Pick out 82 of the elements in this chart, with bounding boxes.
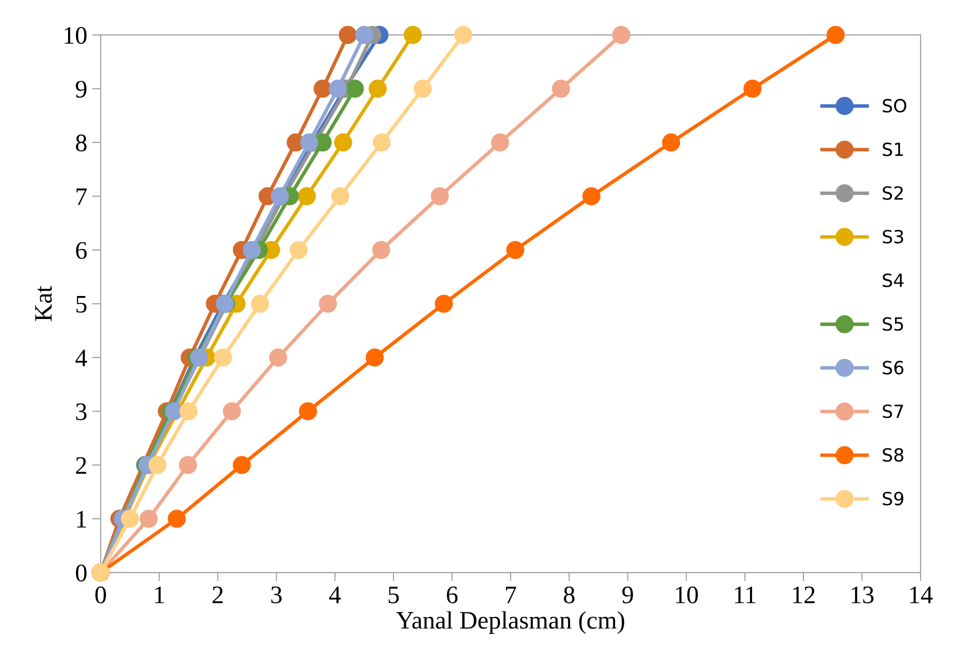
y-tick-label: 4	[75, 350, 88, 366]
point	[454, 26, 472, 44]
y-axis-title: Kat	[35, 286, 52, 322]
y-tick-label: 6	[76, 242, 87, 259]
point	[190, 348, 208, 367]
point	[368, 80, 387, 98]
y-tick-label: 9	[76, 80, 86, 98]
point	[612, 26, 630, 44]
point	[366, 348, 384, 367]
point	[179, 402, 198, 420]
x-tick-label: 7	[506, 586, 516, 604]
point	[232, 456, 251, 474]
point	[178, 456, 197, 474]
x-tick-label: 9	[622, 586, 633, 604]
point	[552, 80, 570, 98]
x-tick-label: 3	[271, 586, 282, 604]
x-tick-label: 13	[852, 586, 874, 604]
y-tick-label: 1	[77, 510, 86, 528]
text: S4	[882, 274, 904, 288]
y-tick-label: 10	[64, 26, 87, 44]
point	[270, 187, 289, 206]
y-tick-label: 3	[76, 403, 86, 420]
point	[290, 240, 308, 260]
legend-label: SO	[882, 98, 906, 113]
point	[148, 456, 167, 474]
point	[491, 133, 510, 152]
point	[430, 187, 449, 206]
y-tick-label: 0	[76, 564, 87, 582]
x-tick-label: 6	[446, 586, 458, 604]
x-tick-label: 4	[329, 586, 341, 604]
point	[404, 26, 422, 44]
point	[826, 26, 845, 44]
x-tick-label: 1	[155, 586, 164, 604]
point	[338, 26, 357, 44]
legend-label: S2	[882, 186, 903, 200]
x-axis-title: Yanal Deplasman (cm)	[396, 611, 624, 634]
y-tick-label: 2	[76, 457, 86, 474]
x-tick-label: 2	[212, 586, 223, 604]
point	[242, 240, 261, 260]
legend-label: S6	[882, 360, 904, 374]
x-tick-label: 5	[388, 586, 399, 604]
y-tick-label: 8	[76, 134, 87, 152]
point	[314, 80, 332, 98]
x-tick-label: 0	[95, 586, 106, 604]
legend-label: S7	[882, 404, 904, 418]
x-tick-label: 10	[676, 586, 698, 604]
point	[582, 187, 600, 206]
point	[334, 133, 352, 152]
point	[372, 133, 391, 152]
point	[743, 80, 762, 98]
point	[120, 510, 139, 528]
legend-label: S1	[882, 142, 903, 156]
point	[269, 348, 288, 367]
point	[250, 294, 269, 313]
legend-label: S5	[882, 317, 903, 331]
y-tick-label: 7	[76, 188, 87, 205]
y-tick-label: 5	[76, 296, 86, 313]
point	[662, 133, 680, 152]
legend-label: S9	[882, 492, 904, 506]
point	[318, 294, 337, 313]
x-tick-label: 8	[564, 586, 574, 604]
point	[328, 80, 347, 98]
point	[346, 80, 364, 98]
x-tick-label: 14	[910, 586, 933, 604]
point	[434, 294, 453, 313]
point	[372, 240, 390, 260]
point	[331, 187, 350, 206]
x-tick-label: 12	[793, 586, 815, 604]
point	[506, 240, 524, 260]
point	[355, 26, 374, 44]
point	[168, 510, 186, 528]
point	[298, 187, 316, 206]
legend-label: S8	[882, 448, 904, 462]
point	[414, 80, 432, 98]
point	[214, 348, 232, 367]
x-tick-label: 11	[735, 586, 756, 604]
point	[222, 402, 241, 420]
point	[140, 510, 158, 528]
point	[164, 402, 183, 420]
point	[300, 133, 318, 152]
legend-label: S3	[882, 230, 904, 244]
point	[298, 402, 318, 420]
